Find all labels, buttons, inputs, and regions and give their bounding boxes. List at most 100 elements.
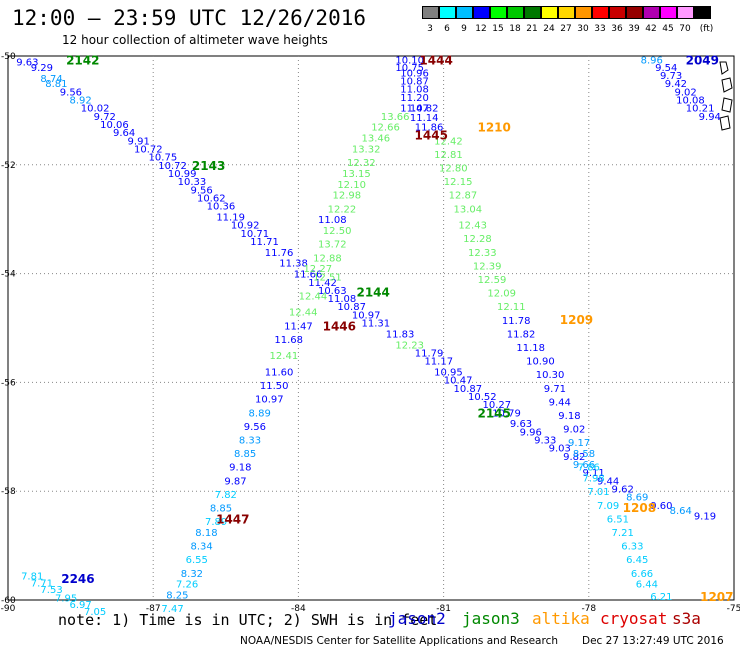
swh-point: 10.97 (255, 395, 284, 406)
pass-id-label: 2246 (61, 572, 94, 586)
swh-point: 13.72 (318, 240, 347, 251)
swh-point: 11.18 (516, 343, 545, 354)
pass-id-label: 1447 (216, 512, 249, 526)
lat-lon-grid (8, 56, 734, 600)
swh-point: 11.17 (424, 357, 453, 368)
swh-point: 13.46 (362, 134, 391, 145)
swh-point: 12.98 (332, 191, 361, 202)
x-tick-label: -78 (581, 604, 596, 614)
swh-point: 9.33 (534, 436, 556, 447)
legend-value-label: 33 (594, 24, 606, 34)
swh-point: 11.19 (216, 212, 245, 223)
swh-point: 9.91 (128, 136, 150, 147)
legend-value-label: 12 (475, 24, 487, 34)
x-tick-label: -90 (1, 604, 16, 614)
x-tick-label: -75 (727, 604, 740, 614)
coastline-islands (719, 61, 733, 131)
swh-point: 10.87 (453, 384, 482, 395)
generation-timestamp: Dec 27 13:27:49 UTC 2016 (582, 635, 724, 647)
swh-point: 12.51 (313, 272, 342, 283)
swh-point: 9.63 (510, 419, 532, 430)
pass-id-label: 2142 (66, 53, 99, 67)
swh-point: 9.96 (520, 427, 542, 438)
swh-point: 10.87 (400, 76, 429, 87)
legend-value-label: 9 (461, 24, 467, 34)
map-frame (7, 55, 735, 601)
swh-point: 9.62 (612, 484, 634, 495)
swh-point: 7.86 (578, 463, 600, 474)
swh-point: 12.32 (347, 158, 376, 169)
swh-point: 9.44 (549, 397, 571, 408)
x-tick-label: -81 (436, 604, 451, 614)
swh-point: 12.59 (478, 275, 507, 286)
swh-point: 10.75 (149, 153, 178, 164)
swh-point: 9.73 (660, 71, 682, 82)
swh-point: 8.69 (626, 493, 648, 504)
island-outline (721, 77, 733, 93)
swh-point: 9.29 (31, 63, 53, 74)
legend-swatch (439, 6, 456, 19)
y-tick-label: -52 (1, 161, 16, 171)
swh-point: 12.80 (439, 164, 468, 175)
island-outline (721, 97, 733, 113)
wave-height-values: 9.639.298.748.819.568.9210.029.7210.069.… (16, 55, 721, 618)
swh-point: 10.52 (468, 392, 497, 403)
legend-swatch (558, 6, 575, 19)
satellite-legend-s3a: s3a (672, 609, 701, 628)
swh-point: 6.45 (626, 555, 648, 566)
swh-point: 10.87 (337, 302, 366, 313)
swh-point: 10.10 (395, 55, 424, 66)
swh-point: 12.44 (299, 291, 328, 302)
x-tick-label: -84 (291, 604, 306, 614)
swh-point: 7.26 (176, 580, 198, 591)
swh-point: 7.71 (31, 579, 53, 590)
swh-point: 8.85 (234, 449, 256, 460)
legend-value-label: 45 (662, 24, 674, 34)
legend-swatch (473, 6, 490, 19)
swh-point: 10.99 (168, 169, 197, 180)
swh-point: 9.56 (244, 422, 266, 433)
swh-point: 11.38 (279, 259, 308, 270)
swh-point: 11.47 (284, 321, 313, 332)
swh-point: 7.47 (161, 604, 183, 615)
legend-value-label: 15 (492, 24, 504, 34)
legend-swatch (541, 6, 558, 19)
swh-point: 9.17 (568, 438, 590, 449)
y-tick-label: -50 (1, 52, 16, 62)
swh-point: 8.74 (40, 74, 62, 85)
swh-point: 11.71 (250, 237, 279, 248)
swh-point: 9.56 (190, 185, 212, 196)
satellite-legend-jason3: jason3 (462, 609, 520, 628)
swh-point: 8.64 (670, 506, 692, 517)
pass-id-label: 2049 (686, 53, 719, 67)
swh-point: 8.34 (190, 542, 212, 553)
legend-swatch (694, 6, 711, 19)
swh-point: 11.08 (400, 85, 429, 96)
swh-point: 10.72 (134, 144, 163, 155)
swh-point: 10.27 (483, 400, 512, 411)
swh-point: 10.06 (100, 120, 129, 131)
swh-point: 7.09 (597, 501, 619, 512)
swh-point: 11.76 (265, 248, 294, 259)
swh-point: 12.28 (463, 234, 492, 245)
legend-value-label: 3 (427, 24, 433, 34)
swh-point: 12.09 (487, 289, 516, 300)
swh-point: 8.33 (239, 436, 261, 447)
swh-point: 10.36 (207, 202, 236, 213)
swh-point: 11.47 (400, 104, 429, 115)
legend-swatch (422, 6, 439, 19)
legend-value-label: 27 (560, 24, 572, 34)
swh-point: 6.51 (607, 514, 629, 525)
satellite-legend-cryosat: cryosat (600, 609, 668, 628)
legend-value-label: 30 (577, 24, 589, 34)
pass-id-label: 2144 (356, 286, 389, 300)
legend-value-label: 21 (526, 24, 538, 34)
legend-swatch (626, 6, 643, 19)
swh-point: 7.21 (612, 528, 634, 539)
swh-point: 12.87 (449, 191, 478, 202)
swh-point: 10.63 (318, 286, 347, 297)
swh-point: 11.86 (415, 123, 444, 134)
swh-point: 11.08 (328, 294, 357, 305)
swh-point: 12.22 (328, 204, 357, 215)
